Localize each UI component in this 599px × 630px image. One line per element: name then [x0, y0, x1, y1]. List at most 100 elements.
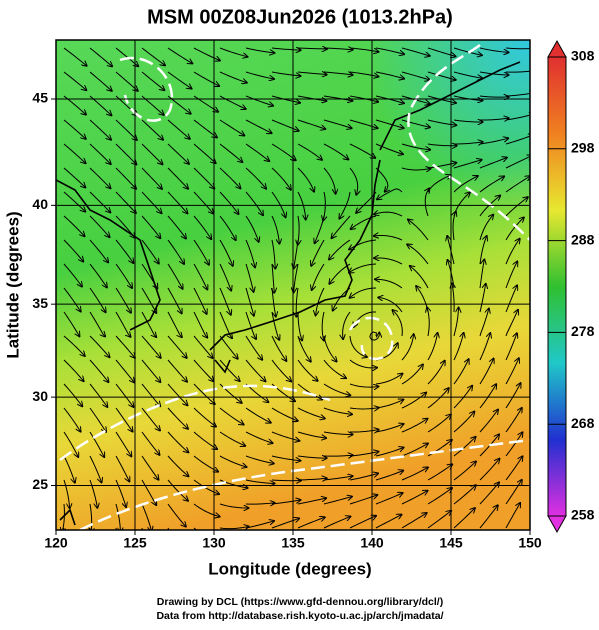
streamline: [479, 284, 486, 313]
streamline: [401, 168, 431, 170]
colorbar-tick-label: 298: [571, 140, 595, 156]
streamline: [141, 191, 162, 213]
streamline: [271, 455, 300, 461]
streamline: [505, 176, 530, 193]
streamline: [311, 239, 325, 266]
streamline: [219, 455, 247, 467]
streamline: [63, 335, 85, 356]
streamline: [297, 407, 325, 418]
plot-area: [56, 40, 530, 530]
colorbar-tick-label: 268: [571, 415, 595, 431]
streamline: [89, 215, 110, 237]
streamline: [193, 263, 207, 290]
streamline: [245, 239, 255, 267]
streamline: [323, 72, 353, 75]
streamline: [505, 239, 520, 265]
streamline: [294, 239, 299, 268]
streamline: [63, 239, 83, 261]
isotherm: [79, 438, 530, 530]
streamline: [323, 95, 352, 101]
streamline: [479, 359, 494, 385]
streamline: [323, 517, 350, 529]
streamline: [63, 479, 70, 508]
streamline: [505, 310, 518, 337]
streamline: [219, 407, 244, 424]
streamline: [271, 48, 301, 50]
streamline: [374, 258, 403, 265]
streamline: [479, 410, 498, 433]
streamline: [349, 239, 377, 249]
streamline: [63, 191, 85, 211]
streamline: [479, 459, 499, 481]
streamline: [245, 359, 265, 381]
streamline: [505, 503, 520, 529]
streamline: [296, 287, 298, 317]
streamline: [453, 485, 476, 505]
streamline: [297, 48, 327, 49]
streamline: [115, 335, 135, 358]
coastline: [379, 61, 521, 151]
colorbar: 258 268 278 288 298 308: [547, 39, 595, 534]
streamline: [115, 239, 133, 263]
streamline: [141, 119, 163, 140]
streamline: [219, 191, 239, 214]
streamline: [375, 424, 404, 433]
streamline: [193, 431, 217, 449]
streamline: [115, 359, 134, 382]
streamline: [193, 239, 209, 265]
streamline: [505, 156, 530, 169]
streamline: [141, 287, 156, 313]
streamline: [323, 455, 353, 456]
streamline: [271, 119, 299, 131]
streamline: [63, 215, 84, 236]
chart-title: MSM 00Z08Jun2026 (1013.2hPa): [147, 6, 453, 28]
streamline: [375, 167, 388, 192]
streamline: [167, 239, 184, 264]
streamline: [167, 47, 192, 63]
streamline: [141, 503, 152, 530]
streamline: [89, 71, 112, 91]
streamline: [89, 455, 102, 482]
streamline: [375, 119, 404, 128]
streamline: [63, 383, 82, 406]
x-tick-label: 150: [518, 535, 542, 551]
streamline: [63, 167, 85, 187]
streamline: [453, 461, 476, 481]
streamline: [63, 359, 84, 381]
streamline: [193, 503, 220, 517]
streamline: [271, 143, 296, 160]
streamline: [349, 408, 379, 409]
streamline: [323, 335, 337, 361]
streamline: [245, 215, 259, 242]
streamline: [298, 215, 299, 245]
streamline: [219, 431, 245, 446]
streamline: [297, 311, 302, 340]
streamline: [297, 335, 311, 362]
x-tick-label: 125: [123, 535, 147, 551]
streamline: [245, 287, 254, 316]
grid: [56, 40, 530, 530]
streamline: [167, 71, 192, 89]
streamline: [219, 359, 240, 381]
streamline: [141, 47, 165, 65]
streamline: [167, 527, 170, 530]
streamline: [505, 432, 522, 457]
streamline: [245, 503, 275, 504]
streamline: [401, 419, 427, 433]
streamline: [115, 431, 131, 456]
streamline: [89, 311, 105, 336]
streamline: [245, 335, 262, 360]
streamline: [89, 479, 97, 508]
streamline: [271, 239, 275, 269]
streamline: [479, 96, 509, 97]
streamline: [89, 335, 109, 357]
streamline: [271, 167, 291, 190]
streamline: [401, 143, 430, 150]
streamline: [375, 493, 403, 505]
streamline: [245, 431, 273, 443]
streamline: [369, 331, 379, 341]
streamline: [89, 527, 91, 530]
streamline: [323, 497, 352, 505]
streamline: [141, 167, 162, 189]
streamline: [427, 175, 451, 193]
